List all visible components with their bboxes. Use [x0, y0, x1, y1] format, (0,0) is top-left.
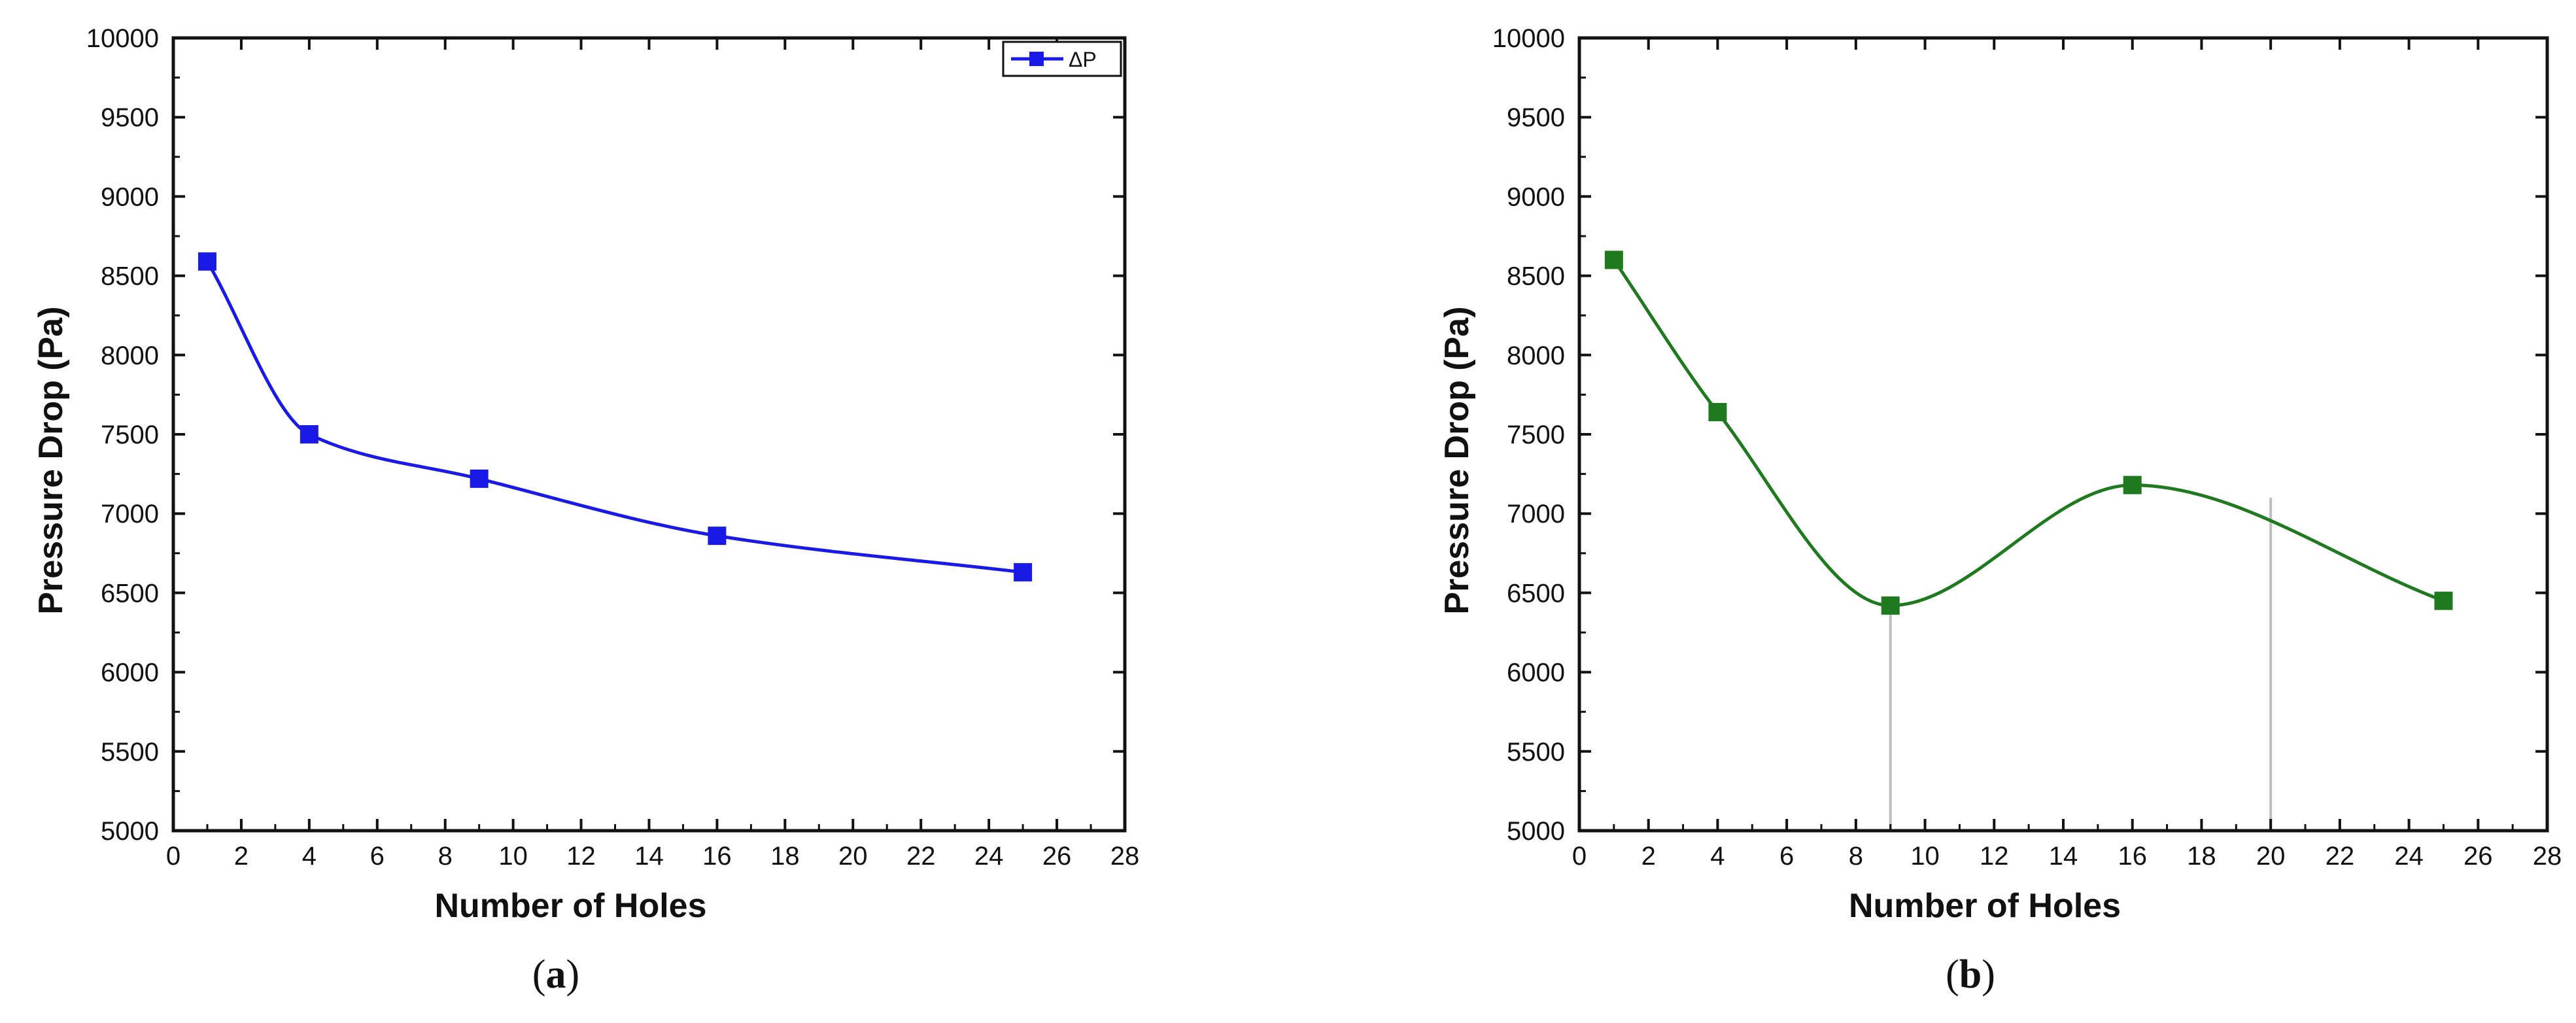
panel-a-y-tick-label: 8000: [101, 341, 159, 370]
panel-b-plot-frame: [1577, 36, 2549, 833]
panel-a-x-tick-label: 12: [566, 842, 596, 871]
panel-a-x-tick-label: 14: [634, 842, 664, 871]
panel-a-data-point: [1014, 563, 1033, 581]
panel-a-x-axis-title: Number of Holes: [434, 887, 706, 925]
panel-b-y-tick-label: 5000: [1507, 817, 1565, 846]
panel-a-y-tick-label: 6500: [101, 579, 159, 608]
panel-a-x-tick-label: 28: [1110, 842, 1140, 871]
panel-a-x-tick-label: 10: [498, 842, 528, 871]
panel-a-x-tick-label: 24: [974, 842, 1004, 871]
panel-b-x-tick-label: 22: [2326, 842, 2355, 871]
panel-b-y-tick-label: 9000: [1507, 182, 1565, 211]
panel-a-x-tick-label: 8: [438, 842, 453, 871]
panel-b-y-tick-label: 5500: [1507, 738, 1565, 767]
panel-b-y-tick-label: 8500: [1507, 262, 1565, 291]
panel-a-y-tick-label: 7000: [101, 500, 159, 529]
panel-b-data-point: [2434, 591, 2453, 610]
panel-b-data-point: [1604, 251, 1623, 269]
panel-b-y-tick-label: 8000: [1507, 341, 1565, 370]
panel-a-y-tick-label: 10000: [86, 24, 159, 53]
panel-b-x-tick-label: 18: [2187, 842, 2216, 871]
panel-b-y-tick-label: 6000: [1507, 659, 1565, 687]
panel-b-data-point: [1708, 403, 1727, 422]
panel-b-x-tick-label: 24: [2394, 842, 2424, 871]
panel-b-x-tick-label: 6: [1779, 842, 1794, 871]
panel-b-caption: (b): [1946, 952, 1995, 997]
panel-a-x-tick-label: 0: [166, 842, 180, 871]
panel-a-data-point: [197, 252, 216, 271]
panel-a-series-line: [205, 260, 1023, 574]
panel-a-data-point: [708, 527, 727, 546]
panel-b-x-tick-label: 8: [1849, 842, 1863, 871]
panel-b-y-tick-label: 10000: [1492, 24, 1565, 53]
panel-a-y-tick-label: 8500: [101, 262, 159, 291]
panel-a-y-axis-title: Pressure Drop (Pa): [32, 306, 70, 614]
panel-b-y-axis-title: Pressure Drop (Pa): [1438, 306, 1476, 614]
panel-a-y-tick-label: 7500: [101, 421, 159, 449]
panel-b-y-tick-label: 7500: [1507, 421, 1565, 449]
panel-b-x-tick-label: 28: [2533, 842, 2562, 871]
panel-a-x-tick-label: 26: [1042, 842, 1072, 871]
chart-panel-a: 0 2 4 6 8 10 12 14 16 18 20 22 24 26 28500055006000650…: [32, 24, 1139, 997]
panel-a-data-point: [470, 469, 489, 488]
panel-a-x-tick-label: 2: [234, 842, 249, 871]
panel-b-x-tick-label: 0: [1572, 842, 1587, 871]
chart-panel-b: 0 2 4 6 8 10 12 14 16 18 20 22 24 26 28500055006000650…: [1438, 24, 2562, 997]
panel-a-y-tick-label: 9000: [101, 182, 159, 211]
panel-a-x-tick-label: 22: [906, 842, 936, 871]
panel-a-x-tick-label: 16: [702, 842, 732, 871]
panel-a-y-tick-label: 5000: [101, 817, 159, 846]
panel-b-y-tick-label: 6500: [1507, 579, 1565, 608]
panel-b-x-tick-label: 12: [1980, 842, 2009, 871]
panel-a-legend-label: ΔP: [1069, 48, 1097, 71]
panel-a-x-tick-label: 6: [370, 842, 385, 871]
panel-b-x-tick-label: 20: [2256, 842, 2286, 871]
panel-a-caption: (a): [532, 952, 579, 997]
panel-b-data-point: [1881, 596, 1900, 615]
panel-b-data-point: [2123, 476, 2142, 494]
panel-b-x-tick-label: 2: [1641, 842, 1656, 871]
panel-b-x-axis-title: Number of Holes: [1849, 887, 2121, 925]
panel-a-legend-marker: [1029, 52, 1044, 66]
panel-a-y-tick-label: 6000: [101, 659, 159, 687]
panel-a-x-tick-label: 20: [838, 842, 868, 871]
panel-b-x-tick-label: 14: [2049, 842, 2078, 871]
panel-a-x-tick-label: 18: [770, 842, 800, 871]
panel-a-y-tick-label: 9500: [101, 103, 159, 132]
panel-b-x-tick-label: 16: [2118, 842, 2147, 871]
panel-b-series-line: [1612, 258, 2445, 608]
panel-a-y-tick-label: 5500: [101, 738, 159, 767]
panel-b-x-tick-label: 10: [1910, 842, 1940, 871]
panel-b-y-tick-label: 7000: [1507, 500, 1565, 529]
panel-a-x-tick-label: 4: [302, 842, 317, 871]
panel-b-y-tick-label: 9500: [1507, 103, 1565, 132]
panel-b-x-tick-label: 26: [2464, 842, 2493, 871]
panel-a-data-point: [300, 425, 318, 443]
panel-b-x-tick-label: 4: [1710, 842, 1725, 871]
